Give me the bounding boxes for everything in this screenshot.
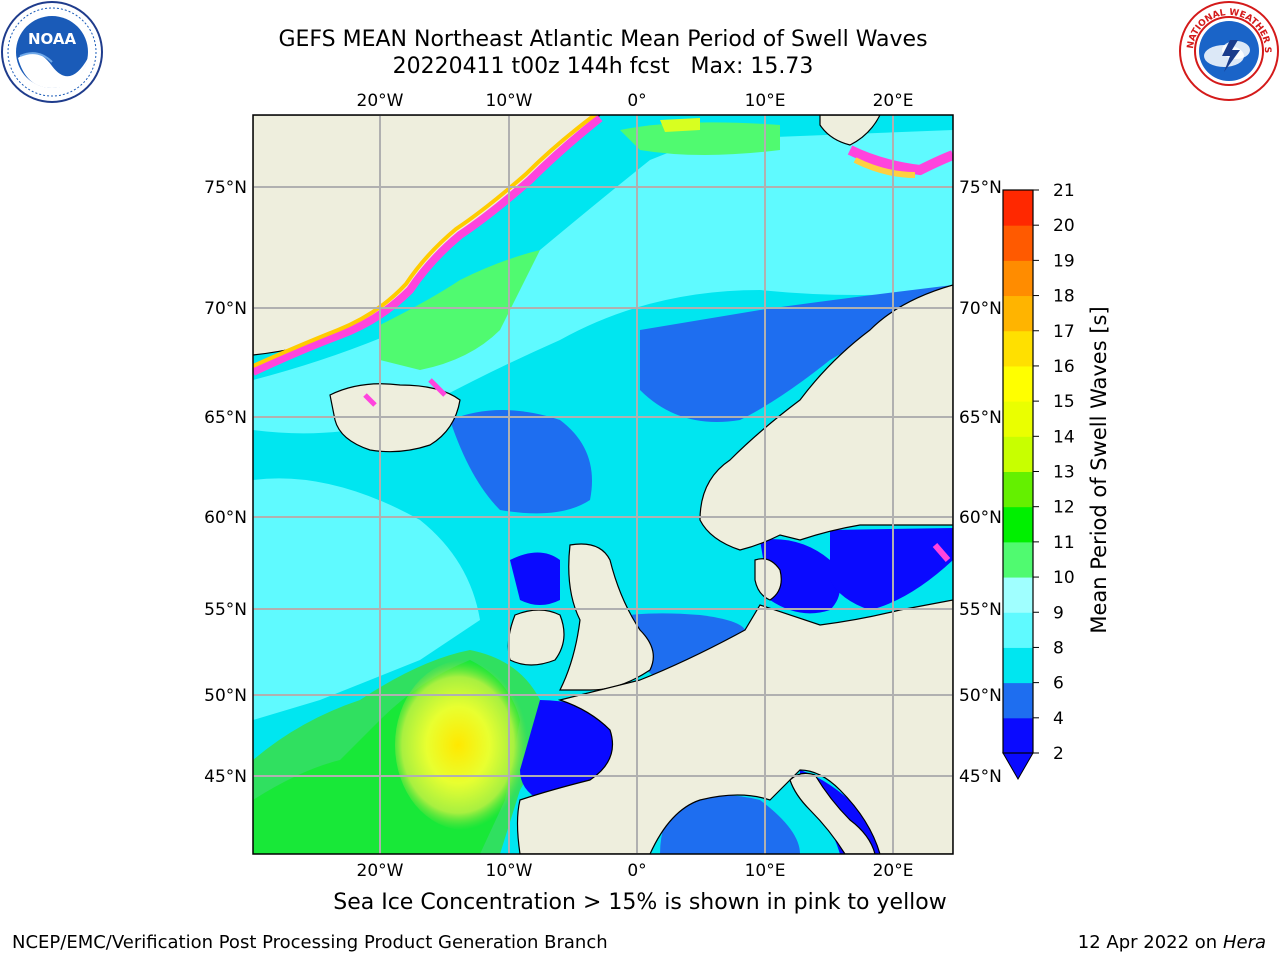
colorbar-tick-label: 4 (1053, 709, 1064, 729)
lat-tick-right: 65°N (959, 408, 1002, 428)
colorbar-segment (1003, 330, 1033, 367)
colorbar-tick-label: 21 (1053, 181, 1075, 201)
ireland (507, 609, 565, 666)
nws-logo: NATIONAL WEATHER SERVICE (1178, 0, 1279, 101)
colorbar-tick-label: 10 (1053, 568, 1075, 588)
colorbar-segment (1003, 436, 1033, 472)
lat-tick-right: 70°N (959, 299, 1002, 319)
title-line-2: 20220411 t00z 144h fcst Max: 15.73 (392, 54, 814, 79)
great-britain (559, 543, 654, 691)
lat-tick-left: 55°N (204, 600, 247, 620)
max-swell-region (395, 660, 535, 830)
colorbar-tick-label: 20 (1053, 216, 1075, 236)
colorbar-label: Mean Period of Swell Waves [s] (1087, 306, 1111, 633)
colorbar-segment (1003, 225, 1033, 261)
lat-tick-left: 65°N (204, 408, 247, 428)
colorbar-segment (1003, 541, 1033, 578)
lon-tick-top: 20°E (873, 91, 914, 111)
sea-ice-edge-svalbard (847, 145, 953, 176)
lon-ticks-bottom: 20°W 10°W 0° 10°E 20°E (357, 861, 914, 881)
lon-tick-bottom: 20°W (357, 861, 404, 881)
lat-tick-right: 60°N (959, 508, 1002, 528)
lat-ticks-right: 75°N 70°N 65°N 60°N 55°N 50°N 45°N (959, 178, 1002, 787)
lon-tick-top: 20°W (357, 91, 404, 111)
lat-tick-right: 50°N (959, 686, 1002, 706)
colorbar-segment (1003, 295, 1033, 332)
lon-tick-bottom: 10°W (486, 861, 533, 881)
footer-date-text: 12 Apr 2022 on (1077, 932, 1223, 953)
continental-europe (516, 599, 953, 854)
noaa-logo-text: NOAA (28, 30, 77, 48)
lat-ticks-left: 75°N 70°N 65°N 60°N 55°N 50°N 45°N (204, 178, 247, 787)
caption: Sea Ice Concentration > 15% is shown in … (0, 890, 1280, 915)
colorbar-tick-label: 17 (1053, 322, 1075, 342)
lat-tick-left: 60°N (204, 508, 247, 528)
colorbar-under-arrow (1002, 752, 1034, 781)
colorbar-tick-label: 18 (1053, 287, 1075, 307)
colorbar-tick-label: 9 (1053, 603, 1064, 623)
colorbar-ticks: 2 4 6 8 9 10 11 12 13 14 15 16 17 18 19 20 21 (1033, 181, 1075, 764)
colorbar-segment (1003, 682, 1033, 719)
norwegian-sea-blue-band (640, 285, 953, 422)
lon-tick-top: 10°E (745, 91, 786, 111)
colorbar-tick-label: 13 (1053, 463, 1075, 483)
colorbar-tick-label: 8 (1053, 638, 1064, 658)
denmark (754, 558, 782, 601)
colorbar: 2 4 6 8 9 10 11 12 13 14 15 16 17 18 19 20 21 Mean Perio… (1002, 181, 1111, 781)
colorbar-segment (1003, 260, 1033, 297)
lat-tick-left: 50°N (204, 686, 247, 706)
lon-tick-bottom: 0° (627, 861, 646, 881)
colorbar-segment (1003, 506, 1033, 543)
caption-text: Sea Ice Concentration > 15% is shown in … (333, 890, 947, 915)
lat-tick-left: 75°N (204, 178, 247, 198)
footer-credit: NCEP/EMC/Verification Post Processing Pr… (12, 932, 608, 953)
colorbar-tick-label: 15 (1053, 392, 1075, 412)
sea-ice-edge-greenland (253, 115, 603, 376)
colorbar-tick-label: 12 (1053, 498, 1075, 518)
colorbar-tick-label: 6 (1053, 674, 1064, 694)
graticule (253, 115, 953, 854)
colorbar-segment (1003, 401, 1033, 437)
footer-date: 12 Apr 2022 on Hera (1078, 932, 1266, 953)
italy (789, 772, 876, 854)
colorbar-segment (1003, 577, 1033, 613)
title-line-1: GEFS MEAN Northeast Atlantic Mean Period… (278, 27, 928, 52)
lon-tick-bottom: 10°E (745, 861, 786, 881)
colorbar-segment (1003, 471, 1033, 508)
colorbar-tick-label: 19 (1053, 251, 1075, 271)
lat-tick-right: 45°N (959, 767, 1002, 787)
map-frame (252, 114, 954, 855)
lat-tick-right: 75°N (959, 178, 1002, 198)
lat-tick-right: 55°N (959, 600, 1002, 620)
svalbard (819, 115, 881, 146)
lon-tick-top: 10°W (486, 91, 533, 111)
colorbar-tick-label: 11 (1053, 533, 1075, 553)
colorbar-segment (1003, 612, 1033, 648)
lon-ticks-top: 20°W 10°W 0° 10°E 20°E (357, 91, 914, 111)
colorbar-segment (1003, 190, 1033, 226)
footer-host: Hera (1222, 932, 1266, 953)
colorbar-tick-label: 2 (1053, 744, 1064, 764)
colorbar-segment (1003, 647, 1033, 684)
colorbar-segments (1003, 190, 1033, 754)
colorbar-tick-label: 16 (1053, 357, 1075, 377)
colorbar-tick-label: 14 (1053, 427, 1075, 447)
lon-tick-bottom: 20°E (873, 861, 914, 881)
lat-tick-left: 45°N (204, 767, 247, 787)
map-panel (253, 115, 953, 854)
lat-tick-left: 70°N (204, 299, 247, 319)
chart-title: GEFS MEAN Northeast Atlantic Mean Period… (0, 26, 1206, 80)
colorbar-segment (1003, 365, 1033, 402)
lon-tick-top: 0° (627, 91, 646, 111)
colorbar-segment (1003, 717, 1033, 754)
noaa-logo: NOAA (1, 1, 103, 103)
